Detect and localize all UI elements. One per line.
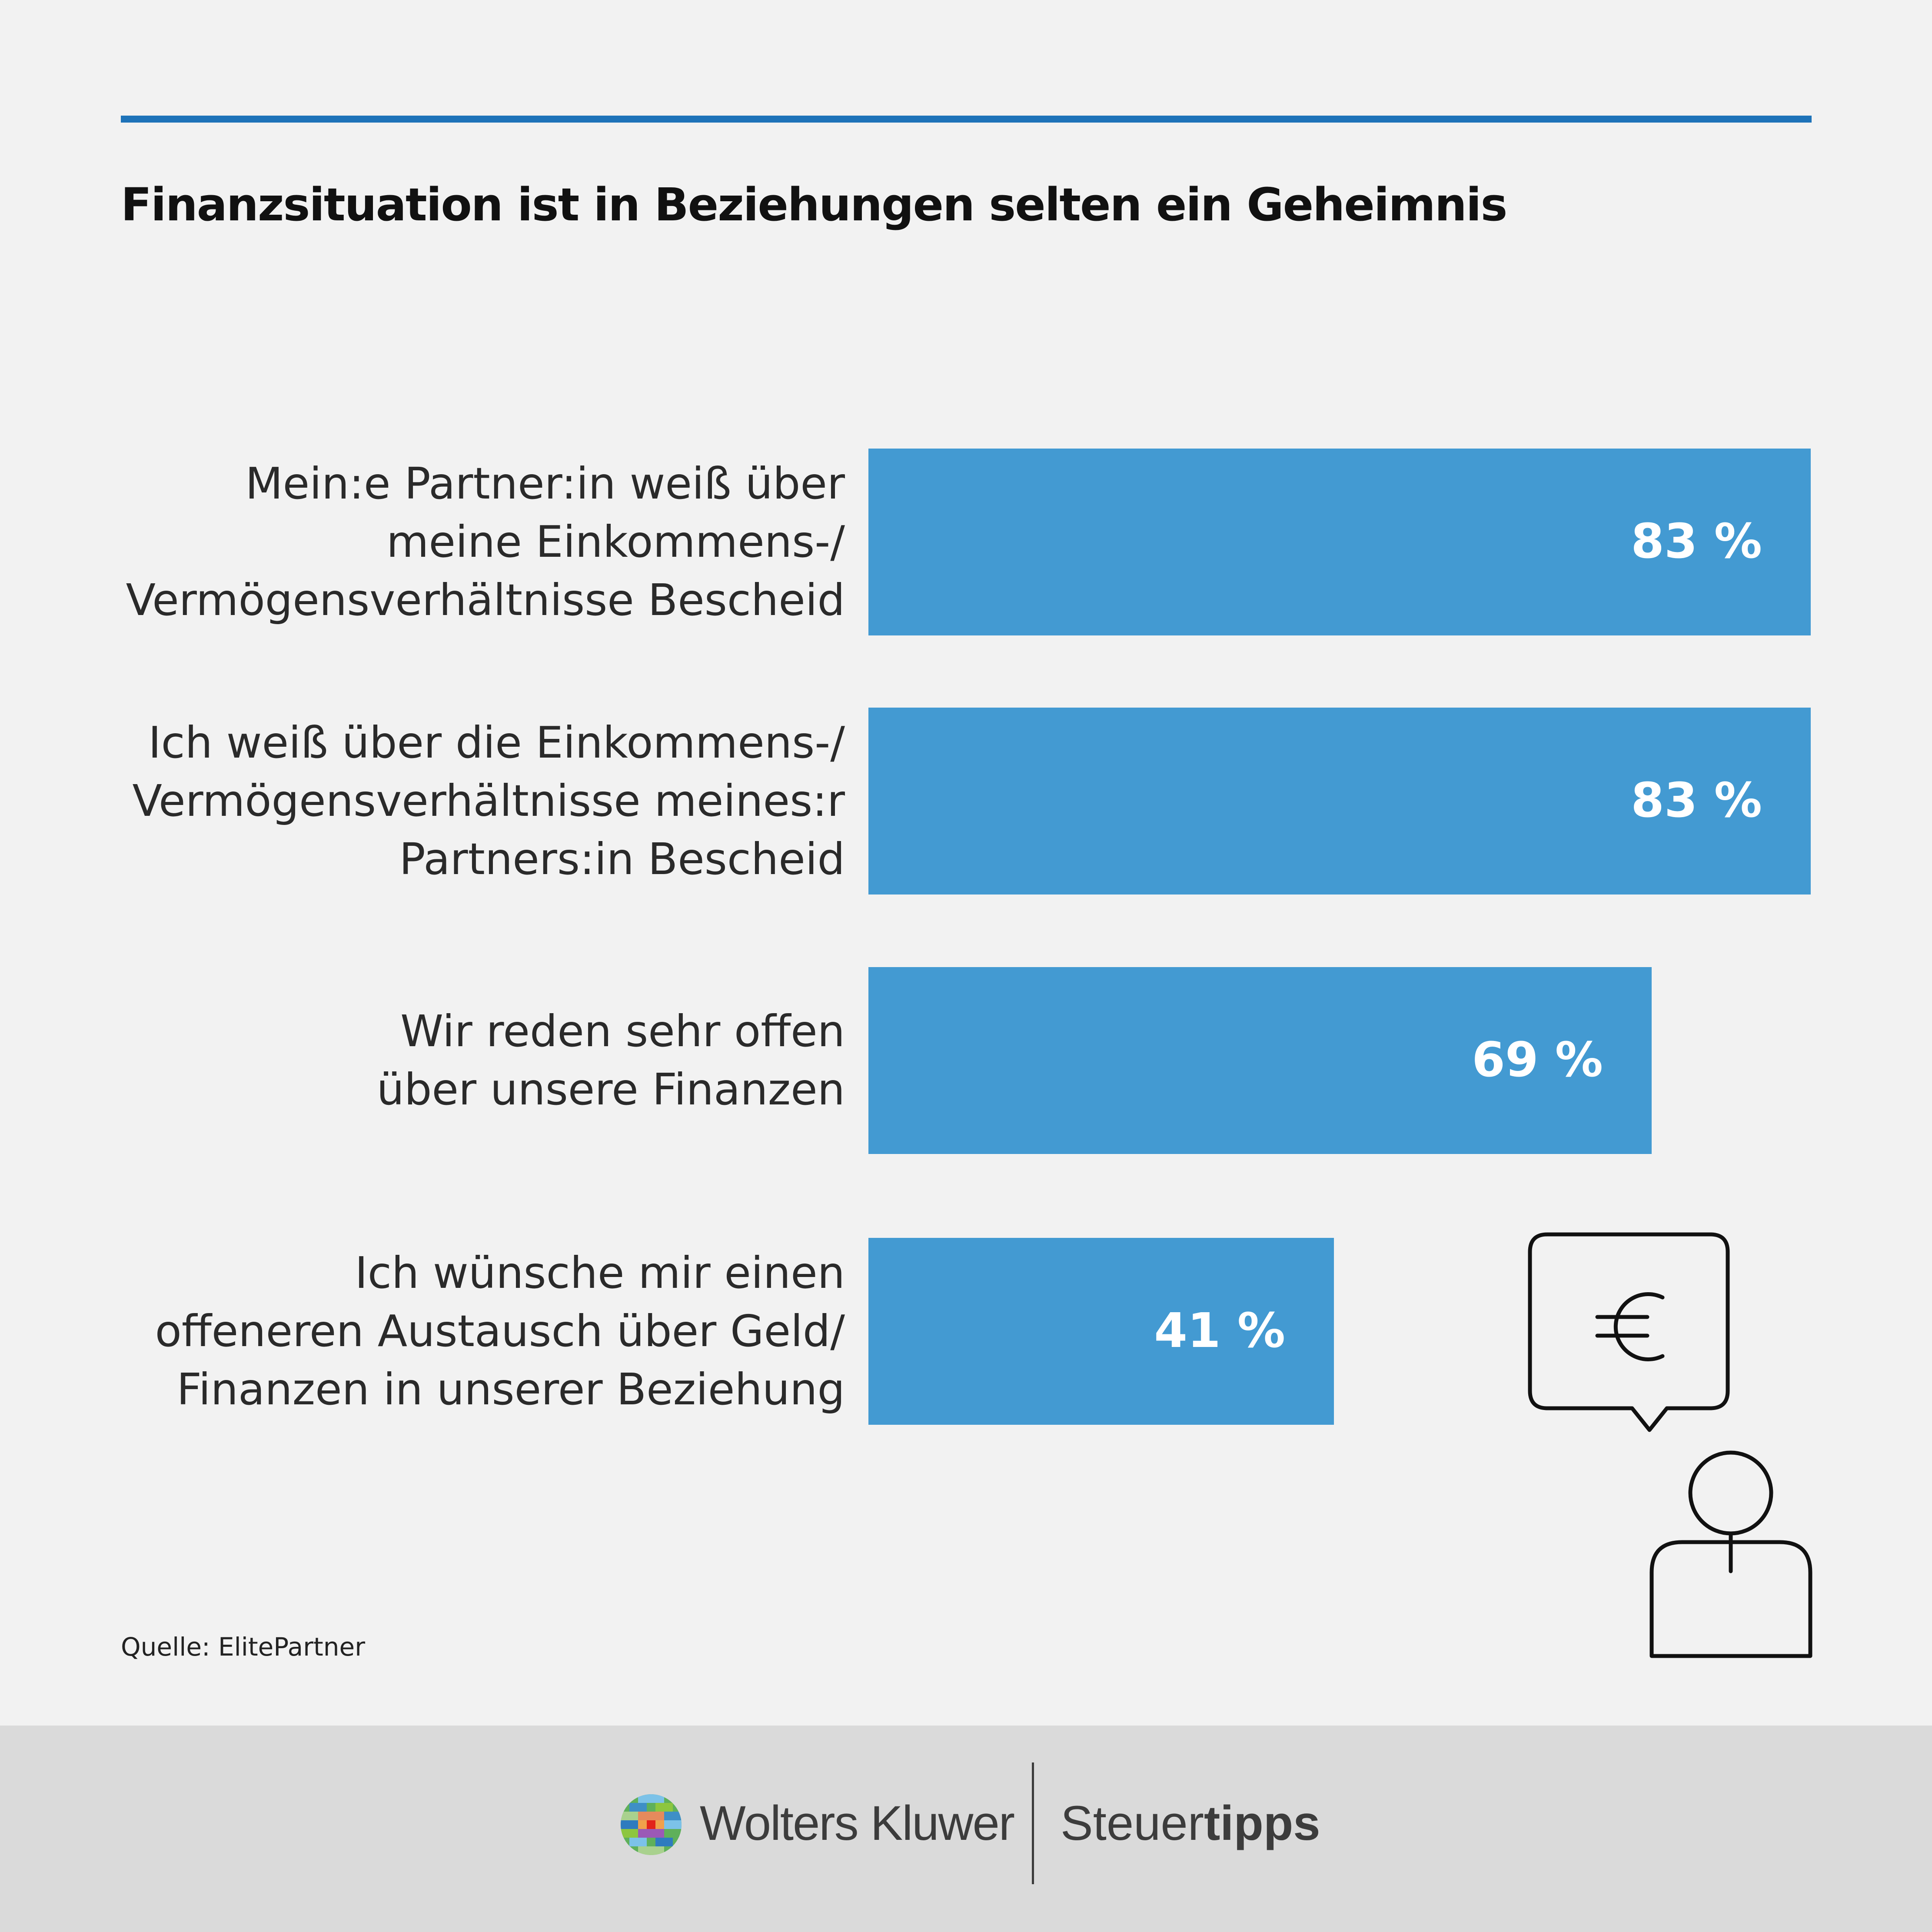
bar-value-label: 83 % [1631,513,1762,569]
bar-value-label: 41 % [1154,1303,1285,1358]
bar-2 [868,708,1811,895]
person-with-euro-speech-bubble-icon [1528,1232,1812,1658]
category-label: Wir reden sehr offen über unsere Finanze… [376,1006,845,1115]
top-rule [121,116,1812,123]
footer-divider [1032,1762,1034,1884]
bar-value-label: 83 % [1631,772,1762,828]
speech-bubble-icon [1528,1232,1730,1432]
category-label: Ich weiß über die Einkommens-/ Vermögens… [132,717,845,885]
euro-icon [1595,1292,1665,1361]
person-icon [1649,1450,1812,1658]
category-label: Ich wünsche mir einen offeneren Austausc… [155,1247,845,1415]
chart-title: Finanzsituation ist in Beziehungen selte… [121,178,1507,231]
bar-3 [868,967,1652,1154]
bar-1 [868,449,1811,635]
source-note: Quelle: ElitePartner [121,1632,366,1662]
footer [0,1726,1932,1932]
brand-steuertipps-light: Steuer [1061,1796,1204,1850]
bar-value-label: 69 % [1472,1032,1603,1087]
brand-steuertipps: Steuertipps [1061,1795,1320,1851]
brand-wolters-kluwer: Wolters Kluwer [700,1796,1015,1850]
category-label: Mein:e Partner:in weiß über meine Einkom… [126,458,845,625]
wolters-kluwer-logo [621,1794,682,1855]
brand-steuertipps-bold: tipps [1204,1796,1320,1850]
bar-4 [868,1238,1334,1425]
